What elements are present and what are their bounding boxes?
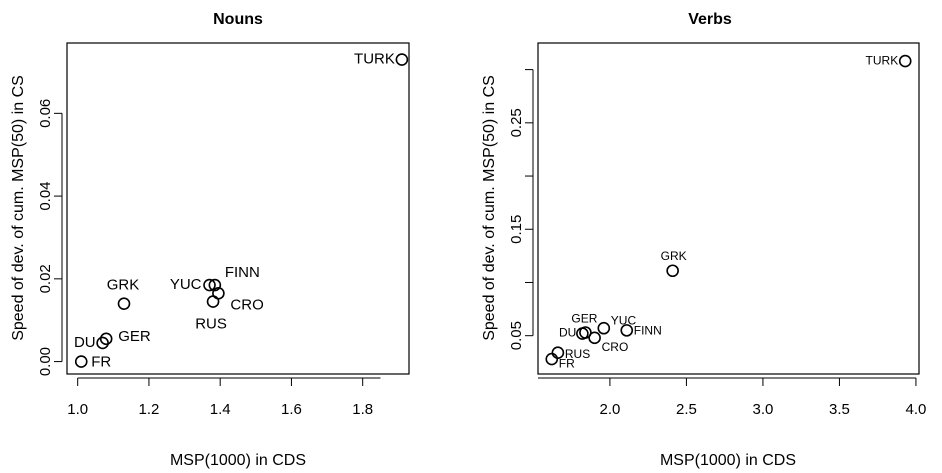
x-tick-label: 2.0 bbox=[599, 401, 620, 418]
x-tick-label: 4.0 bbox=[906, 401, 927, 418]
x-tick-label: 2.5 bbox=[676, 401, 697, 418]
data-point bbox=[206, 295, 220, 308]
y-axis: 0.05 0.15 0.25 bbox=[508, 69, 534, 350]
data-point bbox=[208, 278, 222, 292]
point-label: FR bbox=[91, 354, 111, 371]
x-tick-label: 1.2 bbox=[139, 401, 160, 418]
data-point bbox=[203, 278, 216, 292]
chart-title: Verbs bbox=[688, 11, 732, 28]
point-label: DU bbox=[74, 334, 96, 351]
y-tick-label: 0.00 bbox=[37, 347, 54, 376]
data-point bbox=[545, 352, 559, 366]
data-point bbox=[597, 321, 611, 335]
y-tick-label: 0.05 bbox=[508, 321, 525, 350]
y-axis-label: Speed of dev. of cum. MSP(50) in CS bbox=[10, 75, 27, 341]
point-label: FINN bbox=[225, 264, 260, 281]
x-tick-label: 3.0 bbox=[752, 401, 773, 418]
plot-frame bbox=[66, 42, 410, 375]
point-label: DU bbox=[559, 326, 576, 340]
point-label: GER bbox=[118, 328, 151, 345]
plot-frame bbox=[537, 42, 920, 375]
y-tick-label: 0.25 bbox=[508, 108, 525, 137]
data-point bbox=[74, 355, 88, 368]
x-tick-label: 1.6 bbox=[281, 401, 302, 418]
x-axis-label: MSP(1000) in CDS bbox=[170, 452, 306, 469]
point-label: FR bbox=[559, 356, 575, 370]
data-point bbox=[117, 297, 131, 310]
x-tick-label: 1.0 bbox=[67, 401, 88, 418]
y-tick-label: 0.06 bbox=[37, 99, 54, 128]
y-tick-label: 0.15 bbox=[508, 215, 525, 244]
data-point bbox=[99, 332, 113, 346]
data-point bbox=[666, 264, 679, 278]
point-label: FINN bbox=[634, 324, 662, 338]
y-axis: 0.00 0.02 0.04 0.06 bbox=[37, 99, 63, 376]
data-point bbox=[898, 54, 912, 68]
y-tick-label: 0.04 bbox=[37, 181, 54, 210]
point-label: GRK bbox=[107, 277, 140, 294]
verbs-chart: Verbs MSP(1000) in CDS Speed of dev. of … bbox=[481, 11, 926, 469]
y-tick-label: 0.02 bbox=[37, 264, 54, 293]
point-label: YUC bbox=[170, 276, 202, 293]
point-label: GER bbox=[571, 312, 597, 326]
point-label: TURK bbox=[354, 51, 395, 68]
point-label: CRO bbox=[230, 296, 263, 313]
x-axis-label: MSP(1000) in CDS bbox=[660, 452, 796, 469]
x-tick-label: 3.5 bbox=[829, 401, 850, 418]
y-axis-label: Speed of dev. of cum. MSP(50) in CS bbox=[481, 75, 498, 341]
nouns-chart: Nouns MSP(1000) in CDS Speed of dev. of … bbox=[10, 11, 410, 469]
x-axis: 1.0 1.2 1.4 1.6 1.8 bbox=[67, 377, 381, 418]
x-tick-label: 1.4 bbox=[210, 401, 231, 418]
point-label: TURK bbox=[866, 53, 899, 67]
chart-title: Nouns bbox=[213, 11, 263, 28]
x-tick-label: 1.8 bbox=[352, 401, 373, 418]
point-label: RUS bbox=[195, 316, 227, 333]
point-label: CRO bbox=[602, 340, 629, 354]
x-axis: 2.0 2.5 3.0 3.5 4.0 bbox=[538, 377, 927, 418]
data-point bbox=[96, 336, 109, 350]
data-point bbox=[620, 324, 634, 337]
data-point bbox=[588, 331, 601, 345]
point-label: YUC bbox=[611, 313, 637, 327]
data-point bbox=[395, 53, 409, 66]
point-label: RUS bbox=[565, 347, 590, 361]
point-label: GRK bbox=[661, 249, 687, 263]
data-point bbox=[576, 327, 589, 340]
